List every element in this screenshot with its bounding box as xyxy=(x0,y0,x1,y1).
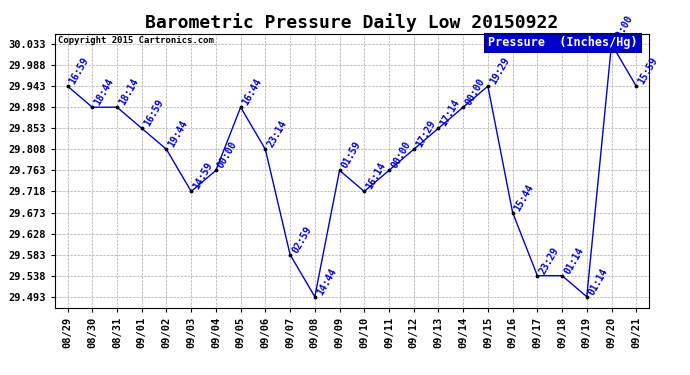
Text: 00:00: 00:00 xyxy=(611,13,635,44)
Text: 16:14: 16:14 xyxy=(364,161,388,192)
Text: 01:59: 01:59 xyxy=(339,140,363,170)
Text: 14:44: 14:44 xyxy=(315,266,338,297)
Text: 16:44: 16:44 xyxy=(241,77,264,107)
Text: 14:59: 14:59 xyxy=(191,161,215,192)
Text: 17:29: 17:29 xyxy=(414,119,437,149)
Text: 23:29: 23:29 xyxy=(538,245,561,276)
Text: Copyright 2015 Cartronics.com: Copyright 2015 Cartronics.com xyxy=(58,36,214,45)
Text: Pressure  (Inches/Hg): Pressure (Inches/Hg) xyxy=(489,36,638,50)
Text: 19:29: 19:29 xyxy=(488,56,511,86)
Text: 18:14: 18:14 xyxy=(117,77,140,107)
Text: 01:14: 01:14 xyxy=(562,245,585,276)
Text: 23:14: 23:14 xyxy=(266,119,288,149)
Title: Barometric Pressure Daily Low 20150922: Barometric Pressure Daily Low 20150922 xyxy=(146,13,558,32)
Text: 17:14: 17:14 xyxy=(438,98,462,128)
Text: 01:14: 01:14 xyxy=(586,266,610,297)
Text: 18:44: 18:44 xyxy=(92,77,116,107)
Text: 00:00: 00:00 xyxy=(389,140,413,170)
Text: 00:00: 00:00 xyxy=(463,77,486,107)
Text: 02:59: 02:59 xyxy=(290,224,313,255)
Text: 00:00: 00:00 xyxy=(216,140,239,170)
Text: 16:59: 16:59 xyxy=(141,98,165,128)
Text: 15:44: 15:44 xyxy=(513,182,536,213)
Text: 19:44: 19:44 xyxy=(166,119,190,149)
Text: 16:59: 16:59 xyxy=(68,56,91,86)
Text: 15:59: 15:59 xyxy=(636,56,660,86)
